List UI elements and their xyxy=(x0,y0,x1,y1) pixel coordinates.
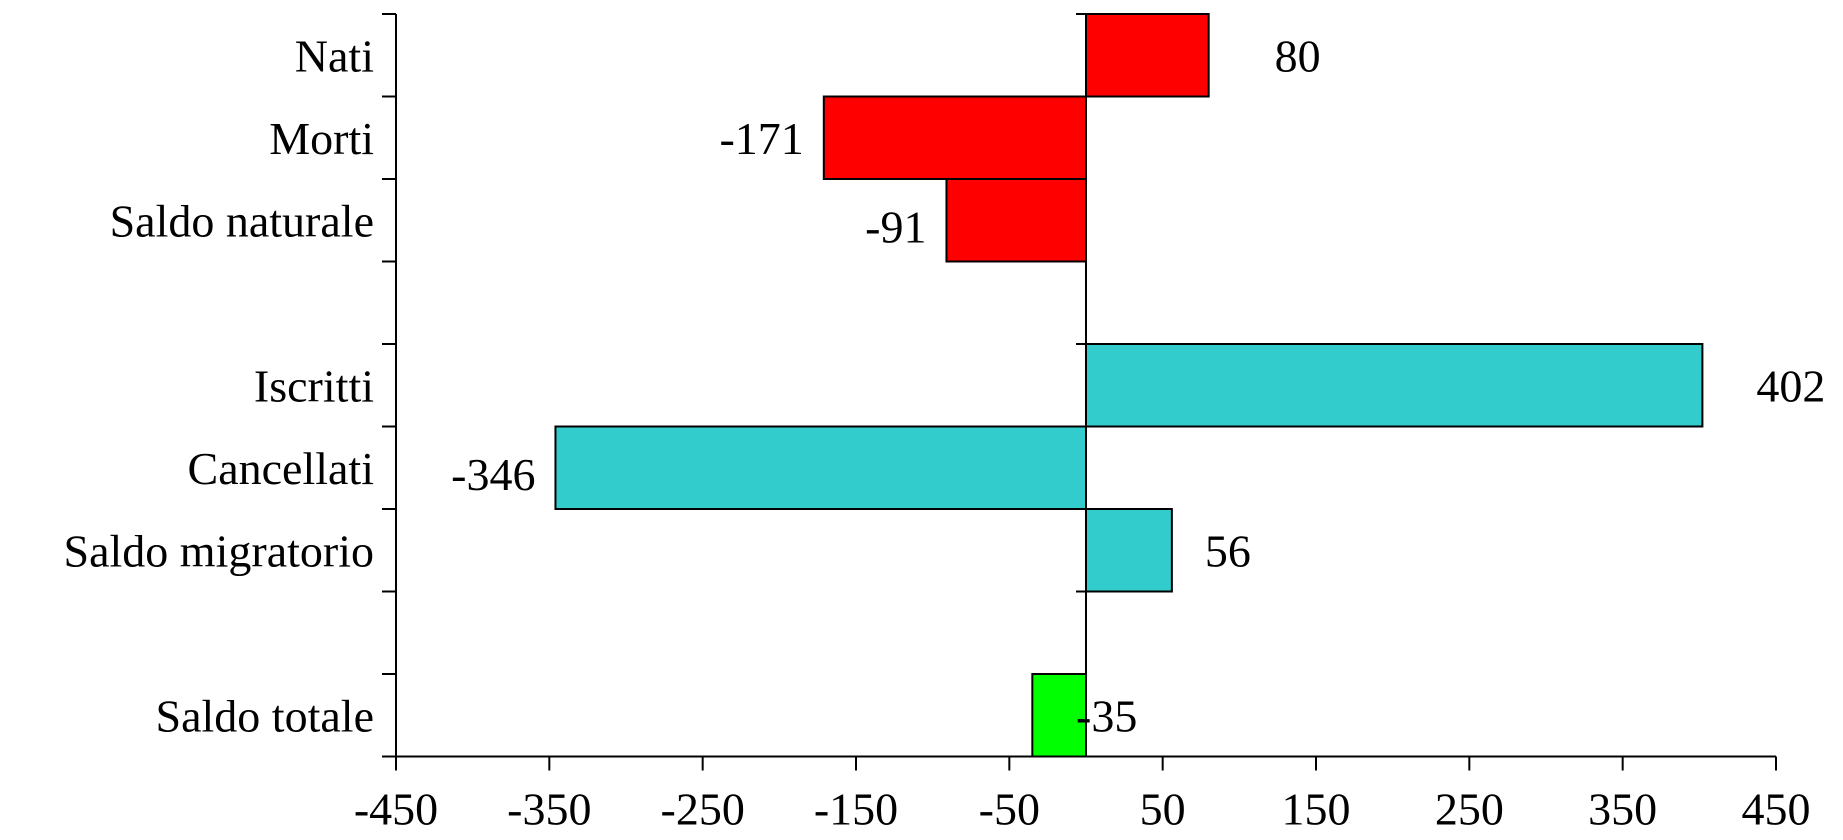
x-tick-label: -250 xyxy=(661,784,745,835)
x-tick-label: 250 xyxy=(1435,784,1504,835)
category-label-saldo-naturale: Saldo naturale xyxy=(110,195,374,246)
bar-morti xyxy=(822,95,1087,180)
x-tick-label: 150 xyxy=(1282,784,1351,835)
value-label-saldo-naturale: -91 xyxy=(865,201,926,252)
category-label-cancellati: Cancellati xyxy=(188,443,374,494)
bar-iscritti xyxy=(1085,343,1704,428)
x-tick-label: 450 xyxy=(1742,784,1811,835)
category-label-saldo-totale: Saldo totale xyxy=(156,690,374,741)
bar-saldo-naturale xyxy=(945,178,1088,263)
x-tick-label: -50 xyxy=(979,784,1040,835)
category-label-iscritti: Iscritti xyxy=(254,360,374,411)
bar-nati xyxy=(1085,13,1210,98)
category-label-saldo-migratorio: Saldo migratorio xyxy=(64,525,374,576)
value-label-saldo-totale: -35 xyxy=(1076,690,1137,741)
value-label-nati: 80 xyxy=(1275,30,1321,81)
value-label-iscritti: 402 xyxy=(1756,360,1825,411)
value-label-cancellati: -346 xyxy=(451,449,535,500)
bars-layer xyxy=(554,13,1704,758)
bar-cancellati xyxy=(554,425,1087,510)
value-label-saldo-migratorio: 56 xyxy=(1205,525,1251,576)
axes-layer xyxy=(382,13,1777,771)
category-label-nati: Nati xyxy=(295,30,374,81)
x-tick-label: 50 xyxy=(1140,784,1186,835)
x-tick-label: 350 xyxy=(1588,784,1657,835)
x-tick-label: -450 xyxy=(354,784,438,835)
value-label-morti: -171 xyxy=(719,113,803,164)
bar-saldo-migratorio xyxy=(1085,508,1173,593)
category-label-morti: Morti xyxy=(269,113,374,164)
x-tick-label: -150 xyxy=(814,784,898,835)
labels-layer: Nati 80 Morti -171 Saldo naturale -91 Iscritti… xyxy=(64,30,1826,834)
x-tick-label: -350 xyxy=(507,784,591,835)
